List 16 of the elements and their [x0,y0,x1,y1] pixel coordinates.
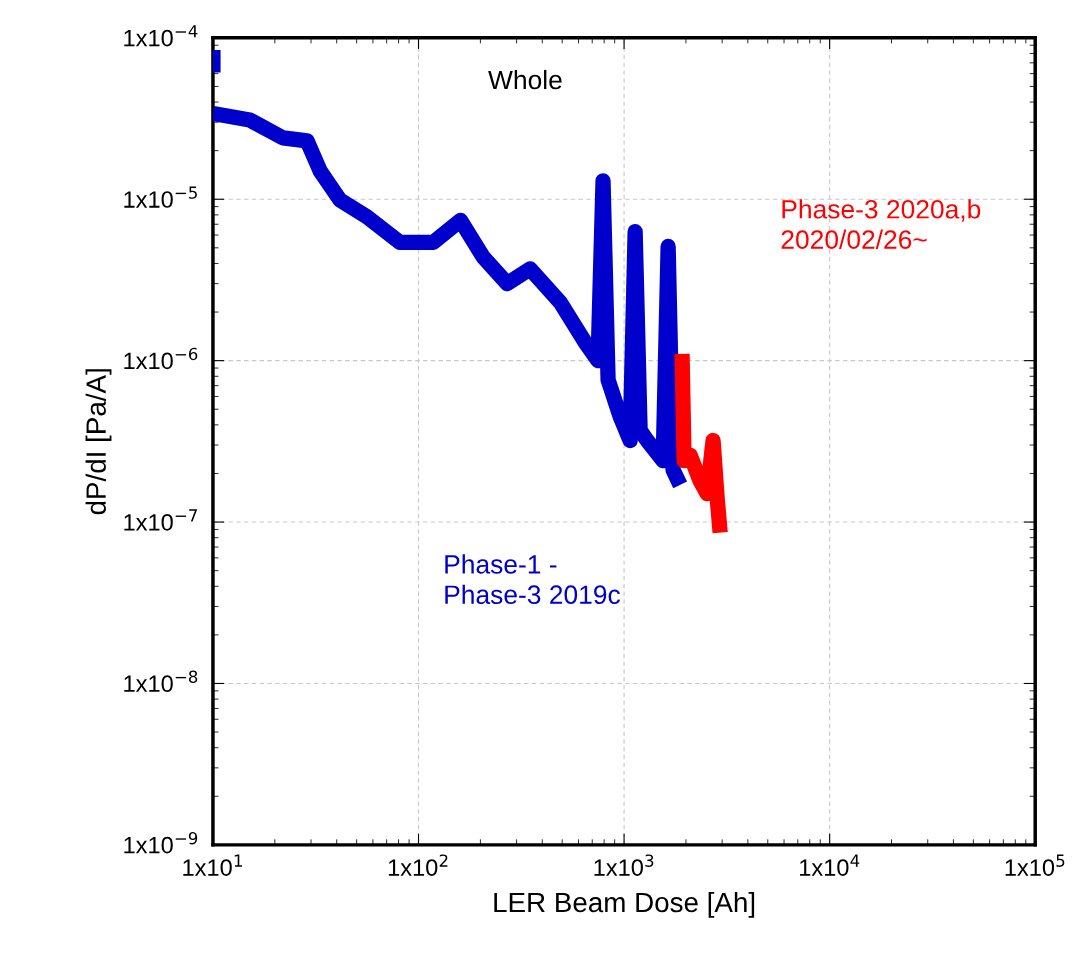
x-axis-title: LER Beam Dose [Ah] [494,891,755,918]
x-tick-label: 1x10$^{4}$ [800,854,860,876]
y-tick-label: 1x10$^{−5}$ [124,186,197,208]
x-tick-label: 1x10$^{5}$ [1005,854,1065,876]
annotation: Whole [488,69,562,90]
y-tick-label: 1x10$^{−4}$ [124,25,198,47]
y-tick-label: 1x10$^{−7}$ [124,509,197,531]
x-tick-label: 1x10$^{2}$ [388,854,448,876]
y-tick-label: 1x10$^{−9}$ [124,831,198,854]
text: Phase-3 2020a,b 2020/02/26~ [781,199,981,249]
x-tick-label: 1x10$^{1}$ [183,854,242,876]
y-tick-label: 1x10$^{−8}$ [124,670,198,693]
y-axis-title: dP/dI [Pa/A] [85,369,112,515]
x-tick-label: 1x10$^{3}$ [594,854,654,876]
y-tick-label: 1x10$^{−6}$ [124,347,198,370]
text: Phase-1 - Phase-3 2019c [445,554,620,605]
